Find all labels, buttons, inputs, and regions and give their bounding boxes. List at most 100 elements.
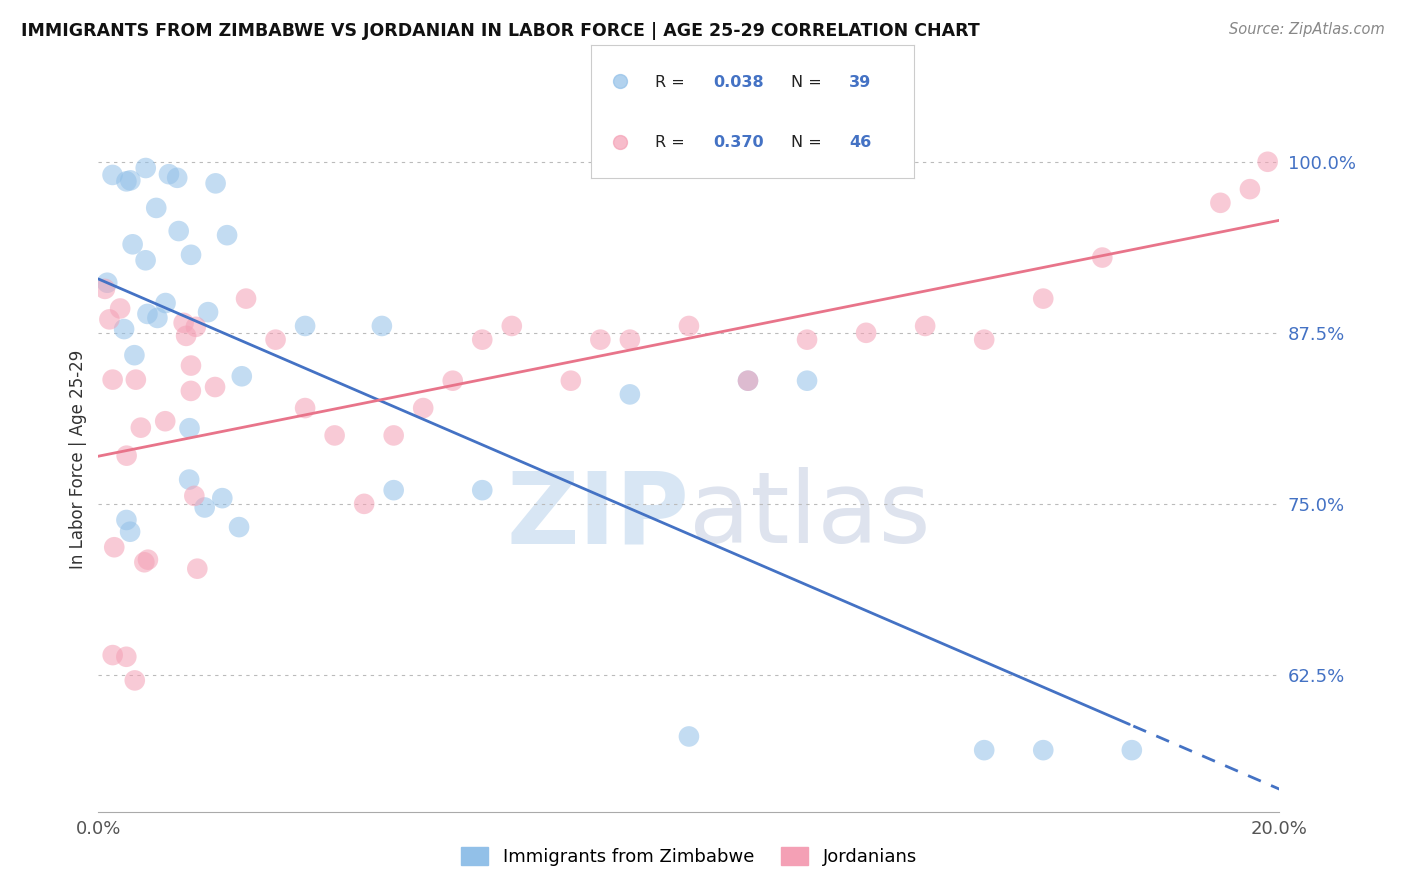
Point xyxy=(294,318,316,333)
Point xyxy=(179,421,201,435)
Point xyxy=(371,318,394,333)
Point xyxy=(125,373,148,387)
Legend: Immigrants from Zimbabwe, Jordanians: Immigrants from Zimbabwe, Jordanians xyxy=(454,839,924,873)
Text: R =: R = xyxy=(655,75,690,89)
Point xyxy=(120,524,142,539)
Text: 0.370: 0.370 xyxy=(713,135,763,150)
Text: R =: R = xyxy=(655,135,690,150)
Point xyxy=(471,483,494,498)
Text: IMMIGRANTS FROM ZIMBABWE VS JORDANIAN IN LABOR FORCE | AGE 25-29 CORRELATION CHA: IMMIGRANTS FROM ZIMBABWE VS JORDANIAN IN… xyxy=(21,22,980,40)
Point xyxy=(124,673,146,688)
Point xyxy=(197,305,219,319)
Point xyxy=(180,384,202,398)
Point xyxy=(204,177,226,191)
Point xyxy=(157,167,180,181)
Point xyxy=(166,170,188,185)
Point xyxy=(96,276,118,290)
Point xyxy=(235,292,257,306)
Point xyxy=(115,513,138,527)
Point xyxy=(179,473,201,487)
Point xyxy=(101,373,124,387)
Point xyxy=(180,248,202,262)
Point xyxy=(737,374,759,388)
Text: N =: N = xyxy=(792,135,827,150)
Point xyxy=(94,282,117,296)
Point xyxy=(146,310,169,325)
Point xyxy=(204,380,226,394)
Point xyxy=(1239,182,1261,196)
Point xyxy=(115,649,138,664)
Point xyxy=(101,648,124,662)
Point xyxy=(294,401,316,415)
Text: atlas: atlas xyxy=(689,467,931,565)
Point xyxy=(589,333,612,347)
Y-axis label: In Labor Force | Age 25-29: In Labor Force | Age 25-29 xyxy=(69,350,87,569)
Point xyxy=(609,73,631,87)
Point xyxy=(382,428,405,442)
Point xyxy=(115,449,138,463)
Point xyxy=(136,307,159,321)
Point xyxy=(1121,743,1143,757)
Point xyxy=(120,173,142,187)
Point xyxy=(1209,195,1232,210)
Text: Source: ZipAtlas.com: Source: ZipAtlas.com xyxy=(1229,22,1385,37)
Point xyxy=(619,387,641,401)
Point xyxy=(973,333,995,347)
Text: 46: 46 xyxy=(849,135,872,150)
Point xyxy=(129,420,152,434)
Point xyxy=(180,359,202,373)
Point xyxy=(737,374,759,388)
Point xyxy=(186,562,208,576)
Point xyxy=(174,329,197,343)
Point xyxy=(103,540,125,554)
Point xyxy=(101,168,124,182)
Point xyxy=(973,743,995,757)
Point xyxy=(855,326,877,340)
Text: 39: 39 xyxy=(849,75,872,89)
Point xyxy=(914,318,936,333)
Point xyxy=(1257,154,1279,169)
Point xyxy=(173,316,195,330)
Point xyxy=(1032,743,1054,757)
Point xyxy=(264,333,287,347)
Text: ZIP: ZIP xyxy=(506,467,689,565)
Point xyxy=(796,374,818,388)
Point xyxy=(167,224,190,238)
Point xyxy=(124,348,146,362)
Point xyxy=(412,401,434,415)
Point xyxy=(231,369,253,384)
Point xyxy=(1091,251,1114,265)
Point xyxy=(98,312,121,326)
Point xyxy=(108,301,131,316)
Point xyxy=(619,333,641,347)
Point xyxy=(678,730,700,744)
Point xyxy=(194,500,217,515)
Point xyxy=(115,174,138,188)
Point xyxy=(211,491,233,505)
Point xyxy=(678,318,700,333)
Point xyxy=(135,161,157,175)
Point xyxy=(560,374,582,388)
Point xyxy=(184,319,207,334)
Text: N =: N = xyxy=(792,75,827,89)
Point xyxy=(183,489,205,503)
Point xyxy=(441,374,464,388)
Point xyxy=(112,322,135,336)
Point xyxy=(1032,292,1054,306)
Point xyxy=(353,497,375,511)
Point xyxy=(471,333,494,347)
Point xyxy=(155,296,177,310)
Point xyxy=(135,253,157,268)
Point xyxy=(121,237,143,252)
Point xyxy=(796,333,818,347)
Point xyxy=(134,555,156,569)
Text: 0.038: 0.038 xyxy=(713,75,763,89)
Point xyxy=(609,135,631,149)
Point xyxy=(217,228,239,243)
Point xyxy=(501,318,523,333)
Point xyxy=(155,414,177,428)
Point xyxy=(323,428,346,442)
Point xyxy=(382,483,405,498)
Point xyxy=(145,201,167,215)
Point xyxy=(136,552,159,566)
